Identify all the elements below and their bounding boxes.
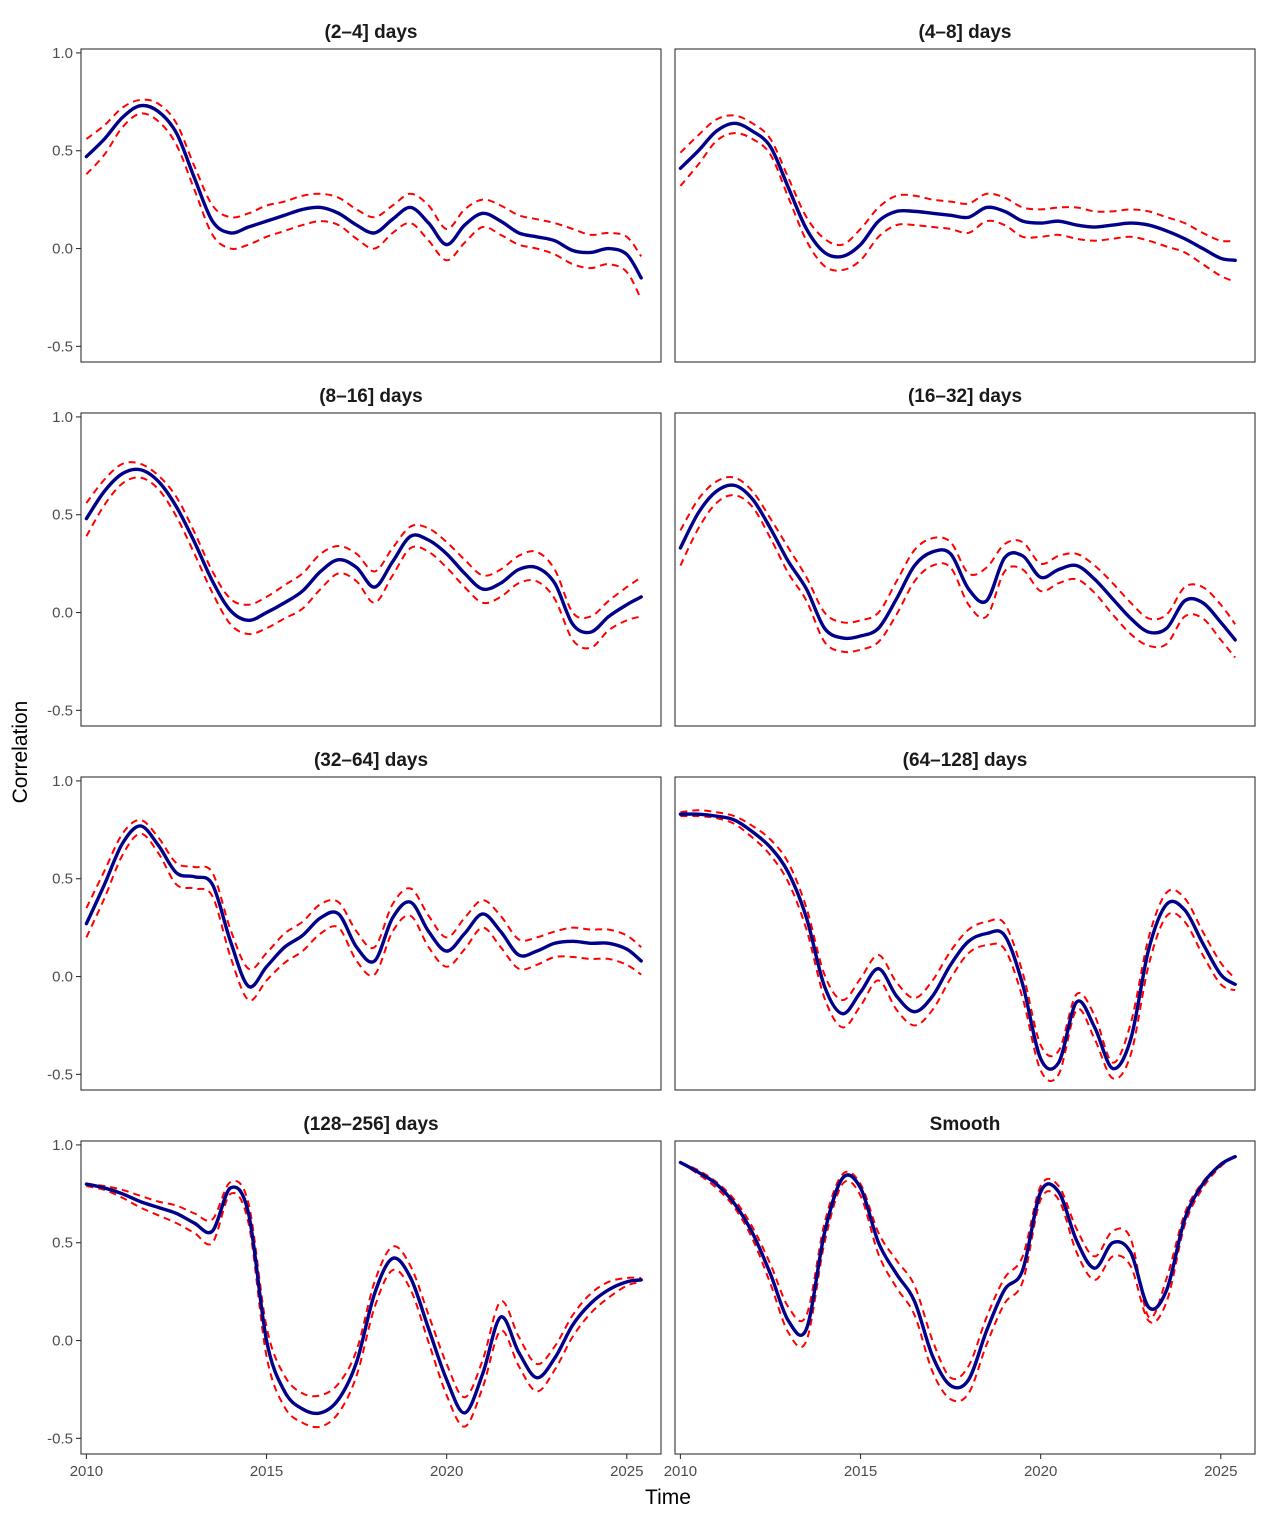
y-tick-label: 0.0 <box>52 605 73 622</box>
y-axis-title: Correlation <box>9 701 32 804</box>
y-tick-label: -0.5 <box>47 338 73 355</box>
y-tick-label: 1.0 <box>52 773 73 790</box>
y-tick-label: -0.5 <box>47 1066 73 1083</box>
x-tick-label: 2020 <box>430 1463 463 1480</box>
panel-frame <box>674 412 1256 727</box>
panel-title: (32–64] days <box>314 750 428 771</box>
x-tick-label: 2010 <box>664 1463 697 1480</box>
lower-band-line <box>679 494 1236 659</box>
x-tick-label: 2015 <box>844 1463 877 1480</box>
estimate-line <box>84 103 643 280</box>
panel-frame <box>80 1140 662 1455</box>
upper-band-line <box>86 1179 642 1399</box>
x-tick-label: 2015 <box>250 1463 283 1480</box>
x-tick-label: 2020 <box>1024 1463 1057 1480</box>
panel-title: (8–16] days <box>319 386 423 407</box>
panel-frame <box>674 776 1256 1091</box>
lower-band-line <box>679 132 1236 283</box>
y-tick-label: 0.0 <box>52 241 73 258</box>
panel-8: Smooth 2010 2015 2020 2025 <box>664 1114 1256 1480</box>
lower-band-line <box>680 814 1236 1082</box>
estimate-line <box>84 467 643 635</box>
y-tick-label: 0.5 <box>52 507 73 524</box>
upper-band-line <box>679 114 1236 247</box>
y-tick-label: 0.0 <box>52 969 73 986</box>
estimate-line <box>678 812 1237 1071</box>
upper-band-line <box>680 809 1236 1064</box>
panel-4: (16–32] days <box>674 386 1256 727</box>
panel-2: (4–8] days <box>674 22 1256 363</box>
x-tick-label: 2025 <box>610 1463 643 1480</box>
y-tick-label: -0.5 <box>47 1430 73 1447</box>
estimate-line <box>678 121 1237 262</box>
estimate-line <box>678 483 1237 642</box>
x-tick-label: 2025 <box>1204 1463 1237 1480</box>
panel-6: (64–128] days <box>674 750 1256 1091</box>
x-axis-title: Time <box>645 1486 691 1509</box>
y-tick-label: 0.5 <box>52 1235 73 1252</box>
y-tick-label: 0.5 <box>52 871 73 888</box>
panels: (2–4] days -0.5 0.0 0.5 1.0 (4–8] days (8–16] … <box>47 22 1256 1480</box>
upper-band-line <box>680 1155 1236 1381</box>
panel-title: (64–128] days <box>903 750 1028 771</box>
panel-title: (16–32] days <box>908 386 1022 407</box>
lower-band-line <box>85 832 642 1002</box>
y-tick-label: 0.0 <box>52 1333 73 1350</box>
estimate-line <box>84 824 643 989</box>
upper-band-line <box>679 475 1236 625</box>
panel-frame <box>80 48 662 363</box>
panel-frame <box>80 412 662 727</box>
panel-frame <box>674 48 1256 363</box>
panel-frame <box>80 776 662 1091</box>
y-tick-label: 1.0 <box>52 409 73 426</box>
upper-band-line <box>85 461 642 620</box>
x-tick-label: 2010 <box>70 1463 103 1480</box>
panel-title: (2–4] days <box>325 22 418 43</box>
upper-band-line <box>85 819 642 971</box>
y-tick-label: 0.5 <box>52 143 73 160</box>
panel-title: (4–8] days <box>919 22 1012 43</box>
lower-band-line <box>85 112 643 300</box>
estimate-line <box>84 1182 643 1416</box>
lower-band-line <box>86 1185 642 1429</box>
y-tick-label: 1.0 <box>52 45 73 62</box>
y-tick-label: 1.0 <box>52 1137 73 1154</box>
panel-frame <box>674 1140 1256 1455</box>
y-tick-label: -0.5 <box>47 702 73 719</box>
panel-title: Smooth <box>930 1114 1001 1135</box>
panel-7: (128–256] days -0.5 0.0 0.5 1.0 2010 2015 2020 2… <box>47 1114 662 1480</box>
estimate-line <box>678 1154 1237 1390</box>
panel-3: (8–16] days -0.5 0.0 0.5 1.0 <box>47 386 662 727</box>
panel-5: (32–64] days -0.5 0.0 0.5 1.0 <box>47 750 662 1091</box>
panel-title: (128–256] days <box>303 1114 438 1135</box>
lower-band-line <box>679 1155 1236 1403</box>
panel-1: (2–4] days -0.5 0.0 0.5 1.0 <box>47 22 662 363</box>
